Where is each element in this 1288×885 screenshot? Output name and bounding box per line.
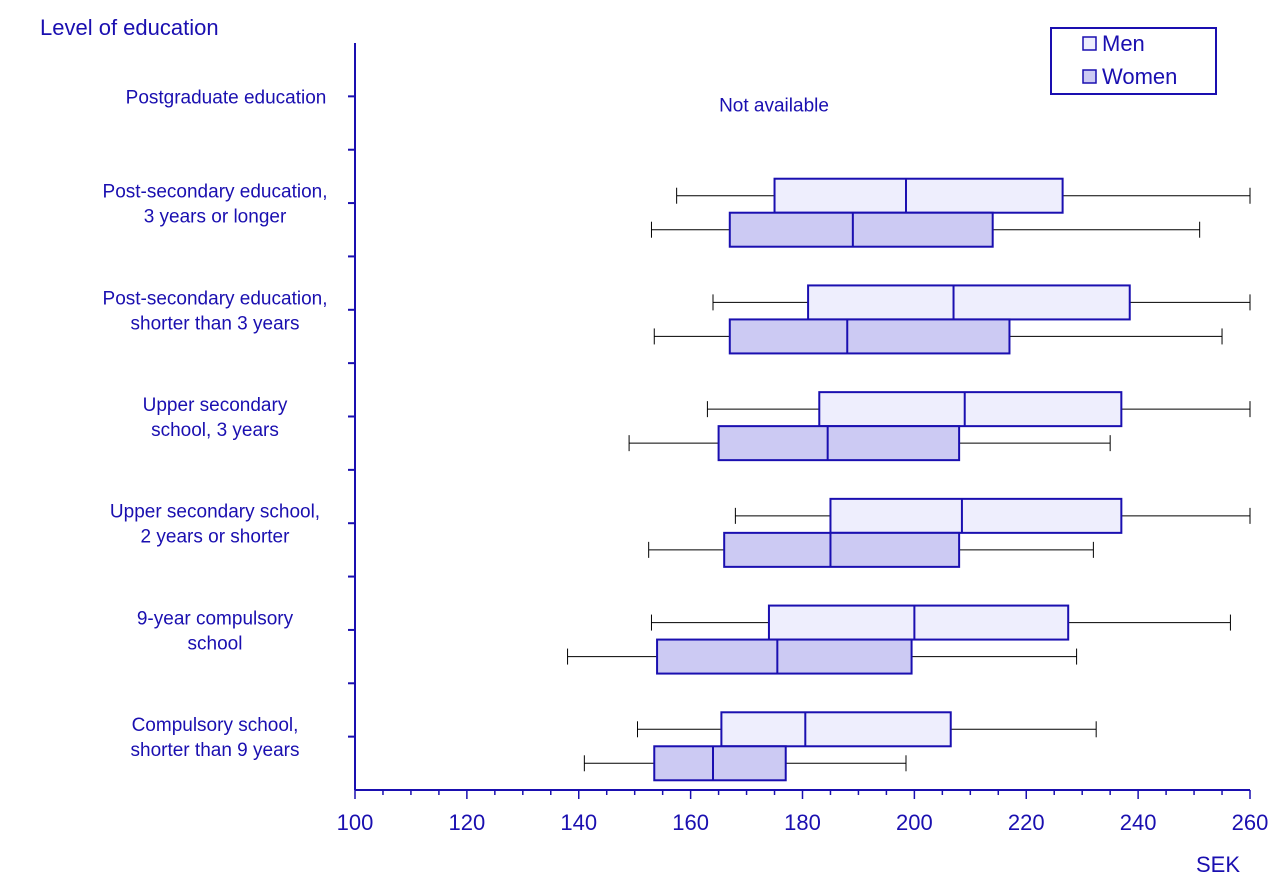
category-label: Post-secondary education, — [103, 288, 328, 309]
chart-title: Level of education — [40, 15, 219, 40]
category-label: Compulsory school, — [132, 715, 299, 736]
box-women — [728, 318, 1011, 355]
x-tick-label: 200 — [896, 810, 933, 835]
category-label: Upper secondary — [143, 395, 288, 416]
x-tick-label: 220 — [1008, 810, 1045, 835]
category-label: 9-year compulsory — [137, 608, 294, 629]
category-label: 2 years or shorter — [141, 527, 291, 548]
box-women — [653, 745, 787, 782]
legend-swatch-men — [1082, 36, 1097, 51]
x-tick-label: 240 — [1120, 810, 1157, 835]
category-label: Postgraduate education — [126, 87, 327, 108]
box-women — [723, 531, 961, 568]
category-label: shorter than 9 years — [131, 740, 300, 761]
category-label: Post-secondary education, — [103, 182, 328, 203]
box-men — [829, 497, 1123, 534]
box-men — [807, 284, 1131, 321]
x-axis: 100 120 140 160 180 200 220 240 260 — [337, 43, 1269, 835]
legend-label-women: Women — [1102, 64, 1177, 89]
box-men — [818, 391, 1123, 428]
x-tick-label: 120 — [449, 810, 486, 835]
box-men — [767, 604, 1070, 641]
legend-label-men: Men — [1102, 31, 1145, 56]
x-axis-label: SEK — [1196, 852, 1240, 877]
legend-swatch-women — [1082, 69, 1097, 84]
x-tick-label: 160 — [672, 810, 709, 835]
box-women — [656, 638, 913, 675]
box-plots — [567, 177, 1251, 782]
x-tick-label: 260 — [1232, 810, 1269, 835]
box-men — [720, 711, 952, 748]
box-women — [728, 211, 994, 248]
category-label: Upper secondary school, — [110, 502, 320, 523]
x-tick-label: 180 — [784, 810, 821, 835]
legend-frame — [1050, 27, 1217, 95]
box-men — [773, 177, 1064, 214]
category-label: 3 years or longer — [144, 207, 287, 228]
x-tick-label: 100 — [337, 810, 374, 835]
category-label: school, 3 years — [151, 420, 279, 441]
category-labels: Postgraduate education Not available Post-… — [103, 87, 829, 761]
category-label: school — [188, 633, 243, 654]
category-label: shorter than 3 years — [131, 313, 300, 334]
x-tick-label: 140 — [560, 810, 597, 835]
box-women — [717, 425, 961, 462]
legend: Men Women — [1050, 27, 1217, 95]
not-available-note: Not available — [719, 95, 829, 116]
